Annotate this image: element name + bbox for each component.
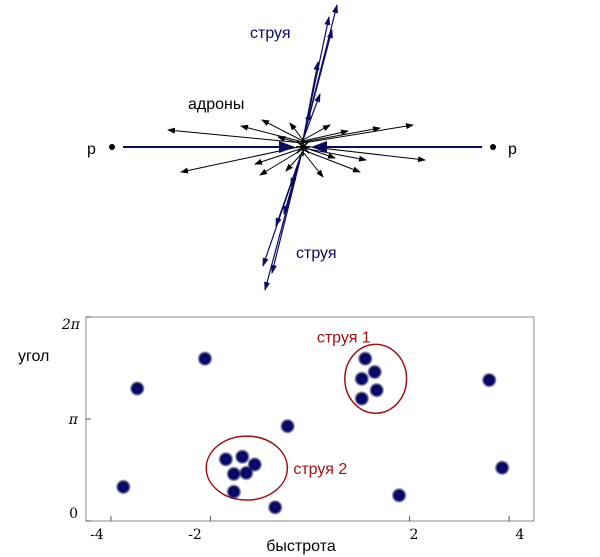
jet-top-label: струя: [250, 25, 291, 42]
y-tick-label: 2π: [61, 317, 81, 333]
x-tick-label: 2: [410, 527, 419, 543]
y-tick-label: 0: [69, 506, 78, 522]
particle-point: [115, 479, 131, 495]
particle-point: [226, 466, 242, 482]
x-tick-label: -2: [188, 527, 202, 543]
y-axis-ticks: [86, 316, 91, 522]
proton-left-label: p: [87, 141, 96, 158]
jet-bottom-arrows: [262, 151, 303, 291]
particle-point: [218, 451, 234, 467]
x-tick-label: 4: [516, 527, 525, 543]
particle-point: [354, 391, 370, 407]
y-axis-label: угол: [18, 348, 49, 365]
particle-point: [357, 351, 373, 367]
particle-point: [267, 499, 283, 515]
collision-diagram: p p адроны струя струя: [87, 4, 517, 291]
x-axis-ticks: [110, 516, 510, 521]
proton-left-dot: [109, 144, 115, 150]
particle-point: [494, 460, 510, 476]
particle-point: [367, 364, 383, 380]
x-axis-label: быстрота: [266, 538, 336, 555]
particle-point: [129, 381, 145, 397]
hadrons-label: адроны: [188, 96, 244, 113]
collision-point: [296, 138, 310, 156]
particle-point: [197, 351, 213, 367]
proton-right-label: p: [508, 141, 517, 158]
particle-point: [369, 382, 385, 398]
jet-cone-outline: [205, 435, 289, 501]
y-tick-label: π: [68, 412, 79, 428]
jet-top-arrows: [302, 4, 338, 141]
particle-points: [115, 351, 510, 515]
particle-point: [226, 484, 242, 500]
particle-point: [354, 371, 370, 387]
jet-bottom-label: струя: [296, 245, 337, 262]
particle-point: [234, 449, 250, 465]
proton-right-dot: [490, 144, 496, 150]
jet-annotation-label: струя 1: [317, 329, 371, 346]
particle-point: [238, 465, 254, 481]
particle-point: [481, 372, 497, 388]
scatter-plot: -4 -2 2 4 0 π 2π быстрота угол струя 1ст…: [18, 316, 535, 555]
jet-annotation-label: струя 2: [293, 461, 347, 478]
x-tick-label: -4: [90, 527, 104, 543]
particle-point: [391, 487, 407, 503]
jet-annotations: струя 1 струя 2: [205, 329, 408, 501]
plot-frame: [85, 316, 535, 522]
particle-point: [280, 418, 296, 434]
jet-cone-outline: [344, 343, 408, 414]
